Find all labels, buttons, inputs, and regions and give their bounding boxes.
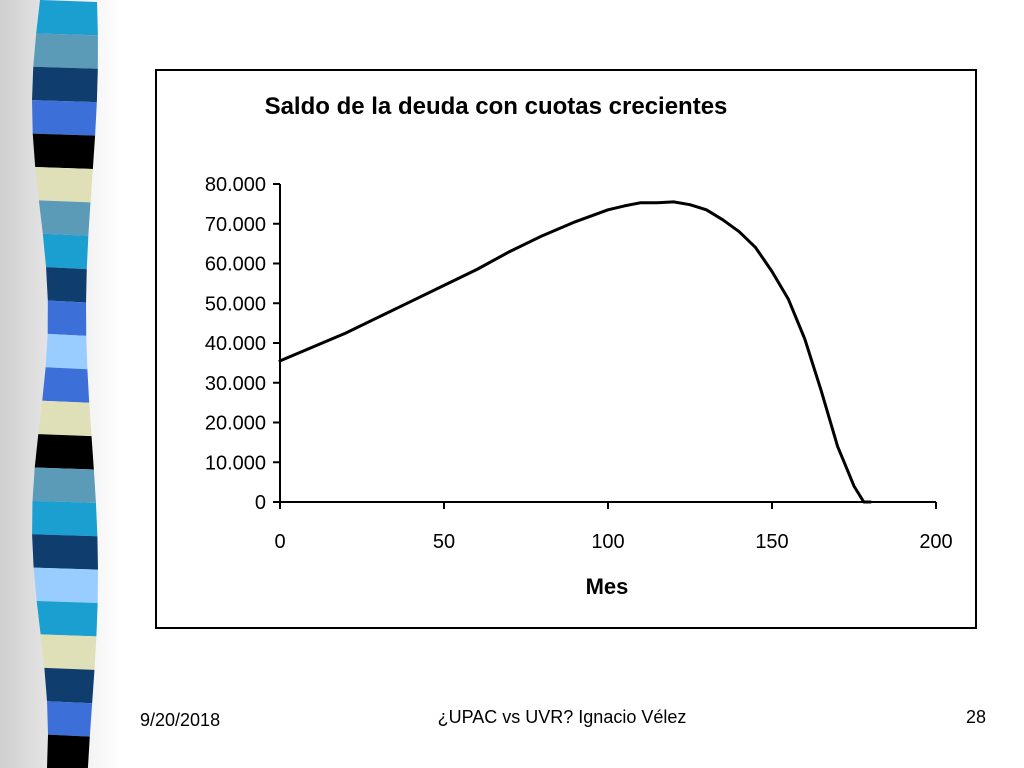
- stripe-band: [35, 166, 93, 203]
- stripe-band: [46, 267, 87, 303]
- stripe-band: [40, 634, 97, 670]
- stripe-band: [42, 367, 90, 403]
- stripe-band: [33, 33, 98, 69]
- stripe-band: [36, 601, 98, 637]
- x-tick-label: 50: [433, 531, 455, 553]
- stripe-band: [34, 434, 94, 470]
- series-layer: [278, 200, 872, 504]
- stripe-band: [32, 467, 96, 503]
- footer-title: ¿UPAC vs UVR? Ignacio Vélez: [437, 707, 687, 727]
- stripe-band: [45, 333, 88, 370]
- chart-frame: Saldo de la deuda con cuotas crecientes …: [155, 69, 977, 629]
- y-tick-label: 20.000: [205, 413, 266, 435]
- stripe-band: [32, 100, 97, 136]
- stripe-band: [36, 0, 98, 36]
- x-tick-label: 200: [919, 531, 952, 553]
- x-tick-label: 150: [755, 531, 788, 553]
- y-tick-label: 60.000: [205, 254, 266, 276]
- stripe-band: [42, 233, 89, 270]
- page-number: 28: [966, 707, 987, 727]
- stripe-band: [33, 567, 98, 604]
- stripe-band: [38, 400, 92, 437]
- y-tick-label: 0: [255, 492, 266, 514]
- stripe-band: [32, 534, 98, 570]
- footer-date: 9/20/2018: [140, 710, 221, 730]
- y-tick-label: 50.000: [205, 293, 266, 315]
- axes: 0 10.000 20.000 30.000 40.000 50.000 60.000 70.…: [205, 174, 953, 553]
- decorative-stripe: [32, 0, 98, 768]
- series-line: [278, 200, 872, 504]
- x-axis-title: Mes: [586, 574, 629, 599]
- stripe-band: [32, 133, 96, 169]
- y-tick-label: 40.000: [205, 333, 266, 355]
- stripe-band: [47, 701, 93, 737]
- x-tick-label: 0: [274, 531, 285, 553]
- y-tick-label: 70.000: [205, 214, 266, 236]
- chart-title: Saldo de la deuda con cuotas crecientes: [265, 93, 728, 120]
- stripe-band: [47, 300, 87, 336]
- stripe-band: [38, 200, 91, 236]
- chart: Saldo de la deuda con cuotas crecientes …: [205, 93, 953, 599]
- stripe-band: [47, 734, 90, 768]
- stripe-band: [44, 667, 95, 704]
- y-tick-label: 80.000: [205, 174, 266, 196]
- stripe-band: [32, 66, 98, 103]
- x-tick-label: 100: [591, 531, 624, 553]
- y-tick-label: 30.000: [205, 373, 266, 395]
- y-tick-label: 10.000: [205, 452, 266, 474]
- stripe-band: [32, 500, 98, 537]
